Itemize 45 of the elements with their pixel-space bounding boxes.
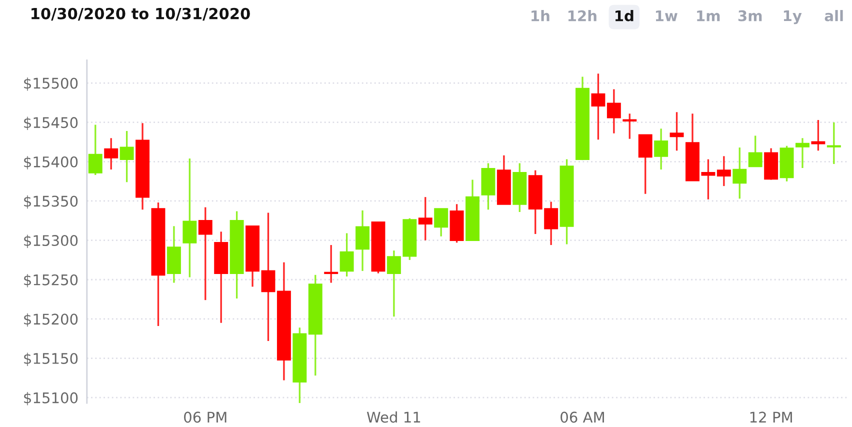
candlestick (324, 244, 338, 284)
candlestick (88, 124, 102, 176)
candlestick (591, 72, 606, 140)
candlestick (748, 134, 762, 168)
y-tick-label: $15400 (24, 156, 78, 170)
candlestick (732, 146, 747, 200)
candlestick (120, 130, 134, 183)
candlestick (434, 208, 448, 238)
candlestick (356, 210, 370, 272)
text: 1d (616, 10, 634, 22)
candlestick (826, 122, 841, 165)
candlestick (340, 232, 354, 278)
y-tick-label: $15200 (24, 313, 78, 327)
candlestick (104, 137, 118, 170)
candlestick (606, 88, 621, 134)
x-tick-label: 06 PM (184, 412, 226, 423)
candlestick (811, 119, 826, 152)
y-tick-label: $15450 (24, 116, 78, 130)
text: 12h (568, 10, 596, 22)
candlestick (182, 158, 197, 278)
x-tick-label: 06 AM (560, 412, 604, 423)
candlestick (198, 206, 212, 301)
candlestick (638, 134, 652, 195)
y-tick-label: $15350 (24, 195, 78, 209)
y-tick-label: $15150 (24, 352, 78, 366)
text: all (824, 10, 843, 22)
text: 1m (697, 10, 720, 22)
y-tick-label: $15300 (24, 234, 78, 248)
candlestick (716, 155, 731, 187)
text: 1w (656, 10, 678, 22)
candlestick (796, 137, 810, 169)
text: 3m (738, 10, 762, 22)
x-tick-label: Wed 11 (366, 411, 420, 423)
x-tick-label: 12 PM (750, 412, 792, 422)
y-tick-label: $15250 (24, 274, 78, 288)
y-tick-label: $15500 (24, 77, 78, 91)
chart-title: 10/30/2020 to 10/31/2020 (32, 8, 250, 21)
candlestick (622, 112, 637, 140)
candlestick (670, 111, 684, 152)
text: 1h (532, 10, 550, 22)
y-tick-label: $15100 (24, 392, 78, 406)
candlestick (261, 212, 276, 342)
candlestick (418, 196, 432, 242)
text: 1y (784, 10, 802, 24)
candlestick (654, 128, 668, 170)
